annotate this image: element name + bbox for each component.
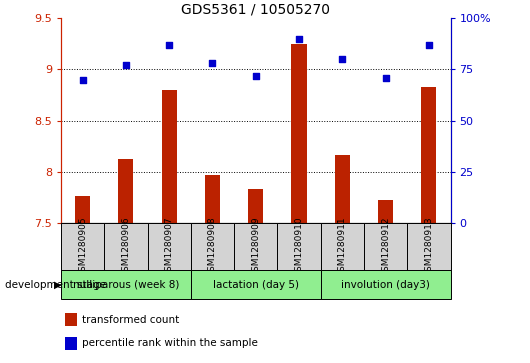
Point: [382, 75, 390, 81]
Bar: [147, 223, 191, 270]
Bar: [65, 313, 76, 326]
Bar: [321, 223, 364, 270]
Text: GSM1280910: GSM1280910: [295, 216, 304, 277]
Text: GSM1280913: GSM1280913: [425, 216, 434, 277]
Title: GDS5361 / 10505270: GDS5361 / 10505270: [181, 3, 330, 17]
Point: [295, 36, 303, 41]
Point: [78, 77, 87, 82]
Text: ▶: ▶: [54, 280, 61, 290]
Text: nulliparous (week 8): nulliparous (week 8): [73, 280, 179, 290]
Bar: [234, 223, 277, 270]
Bar: [104, 223, 147, 270]
Bar: [75, 196, 90, 223]
Text: GSM1280905: GSM1280905: [78, 216, 87, 277]
Bar: [321, 270, 450, 299]
Bar: [205, 175, 220, 223]
Point: [165, 42, 173, 48]
Bar: [277, 223, 321, 270]
Bar: [118, 159, 134, 223]
Text: GSM1280908: GSM1280908: [208, 216, 217, 277]
Point: [425, 42, 433, 48]
Bar: [61, 223, 104, 270]
Point: [338, 56, 347, 62]
Point: [251, 73, 260, 78]
Text: development stage: development stage: [5, 280, 107, 290]
Bar: [162, 90, 176, 223]
Bar: [407, 223, 450, 270]
Text: GSM1280907: GSM1280907: [165, 216, 174, 277]
Bar: [65, 337, 76, 350]
Bar: [335, 155, 350, 223]
Text: percentile rank within the sample: percentile rank within the sample: [82, 338, 258, 348]
Bar: [292, 44, 306, 223]
Bar: [364, 223, 407, 270]
Bar: [61, 270, 191, 299]
Point: [121, 62, 130, 68]
Bar: [421, 87, 436, 223]
Bar: [248, 189, 263, 223]
Text: involution (day3): involution (day3): [341, 280, 430, 290]
Text: GSM1280906: GSM1280906: [121, 216, 130, 277]
Text: GSM1280911: GSM1280911: [338, 216, 347, 277]
Bar: [191, 223, 234, 270]
Text: GSM1280912: GSM1280912: [381, 217, 390, 277]
Bar: [191, 270, 321, 299]
Text: lactation (day 5): lactation (day 5): [213, 280, 299, 290]
Text: transformed count: transformed count: [82, 315, 180, 325]
Point: [208, 60, 217, 66]
Text: GSM1280909: GSM1280909: [251, 216, 260, 277]
Bar: [378, 200, 393, 223]
